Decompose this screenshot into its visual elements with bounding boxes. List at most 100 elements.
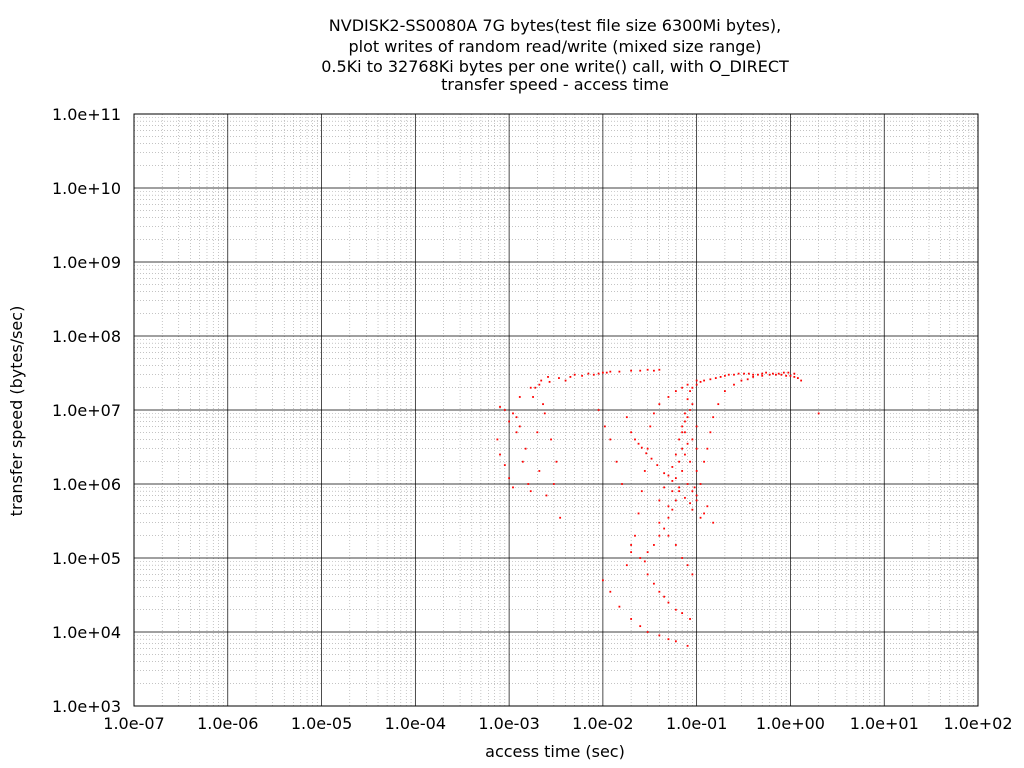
data-point — [667, 534, 670, 537]
data-point — [727, 373, 730, 376]
data-point — [555, 460, 558, 463]
data-point — [538, 470, 541, 472]
data-point — [558, 377, 560, 379]
y-tick-label: 1.0e+05 — [52, 549, 121, 568]
data-point — [689, 618, 691, 620]
data-point — [674, 390, 677, 393]
data-point — [503, 409, 506, 411]
data-point — [695, 383, 698, 386]
data-point — [639, 369, 642, 372]
data-point — [689, 409, 691, 411]
data-point — [663, 486, 666, 489]
data-point — [678, 490, 681, 493]
data-point — [667, 474, 670, 477]
data-point — [691, 508, 694, 511]
data-point — [634, 438, 636, 441]
plot-frame — [133, 113, 979, 707]
data-point — [543, 412, 546, 415]
data-point — [699, 380, 702, 383]
data-point — [601, 371, 604, 374]
data-point — [503, 464, 506, 467]
data-point — [693, 486, 696, 489]
data-point — [691, 490, 694, 493]
data-point — [658, 499, 661, 502]
data-point — [545, 494, 548, 497]
data-point — [671, 466, 674, 468]
data-point — [658, 368, 661, 371]
data-point — [653, 369, 655, 372]
title-line-4: transfer speed - access time — [441, 75, 669, 94]
data-point — [686, 483, 689, 485]
data-point — [681, 447, 684, 450]
data-point — [653, 582, 655, 585]
data-point — [723, 374, 726, 377]
data-point — [637, 442, 640, 445]
data-point — [508, 420, 511, 423]
data-point — [653, 544, 655, 546]
data-point — [499, 406, 501, 408]
data-point — [587, 372, 590, 375]
data-point — [712, 521, 715, 524]
title-line-1: NVDISK2-SS0080A 7G bytes(test file size … — [329, 16, 781, 35]
data-point — [499, 453, 501, 456]
data-point — [658, 403, 661, 406]
data-point — [605, 371, 608, 374]
data-point — [625, 416, 628, 419]
data-point — [496, 438, 499, 441]
data-point — [796, 377, 799, 379]
data-point — [671, 480, 674, 482]
data-point — [686, 383, 689, 386]
data-points — [496, 368, 820, 647]
data-point — [703, 512, 705, 515]
data-point — [681, 425, 684, 428]
data-point — [699, 483, 702, 485]
x-tick-label: 1.0e-01 — [666, 714, 727, 733]
data-point — [658, 534, 661, 537]
data-point — [717, 403, 720, 406]
data-point — [714, 377, 717, 379]
data-point — [640, 490, 643, 493]
data-point — [681, 557, 684, 559]
data-point — [529, 490, 532, 493]
x-tick-label: 1.0e+01 — [850, 714, 919, 733]
data-point — [752, 373, 755, 376]
data-point — [695, 470, 698, 472]
data-point — [643, 470, 646, 472]
data-point — [674, 544, 677, 546]
data-point — [678, 486, 681, 489]
x-tick-labels: 1.0e-07 1.0e-06 1.0e-05 1.0e-04 1.0e-03 1.0e-… — [103, 714, 1012, 733]
data-point — [684, 431, 686, 434]
x-tick-label: 1.0e-04 — [385, 714, 446, 733]
data-point — [630, 369, 633, 372]
y-axis-label: transfer speed (bytes/sec) — [7, 306, 26, 517]
data-point — [548, 380, 551, 383]
y-tick-label: 1.0e+10 — [52, 179, 121, 198]
y-tick-label: 1.0e+06 — [52, 475, 121, 494]
y-tick-label: 1.0e+08 — [52, 327, 121, 346]
y-tick-labels: 1.0e+03 1.0e+04 1.0e+05 1.0e+06 1.0e+07 1.0e+… — [52, 105, 121, 716]
data-point — [780, 373, 783, 376]
data-point — [552, 483, 555, 485]
chart-title: NVDISK2-SS0080A 7G bytes(test file size … — [321, 16, 789, 94]
data-point — [529, 386, 532, 389]
data-point — [559, 516, 562, 519]
title-line-2: plot writes of random read/write (mixed … — [349, 37, 762, 56]
data-point — [761, 374, 764, 377]
data-point — [512, 412, 514, 415]
data-point — [518, 396, 521, 398]
data-point — [518, 425, 521, 428]
data-point — [689, 460, 691, 463]
data-point — [787, 371, 790, 374]
data-point — [689, 390, 691, 393]
data-point — [817, 412, 820, 415]
data-point — [686, 398, 689, 401]
data-point — [634, 534, 636, 537]
data-point — [646, 573, 649, 576]
data-point — [678, 438, 681, 441]
data-point — [618, 605, 621, 608]
data-point — [667, 396, 670, 398]
x-tick-label: 1.0e-03 — [478, 714, 539, 733]
data-point — [793, 376, 796, 378]
data-point — [646, 368, 649, 371]
x-axis-label: access time (sec) — [485, 742, 625, 761]
